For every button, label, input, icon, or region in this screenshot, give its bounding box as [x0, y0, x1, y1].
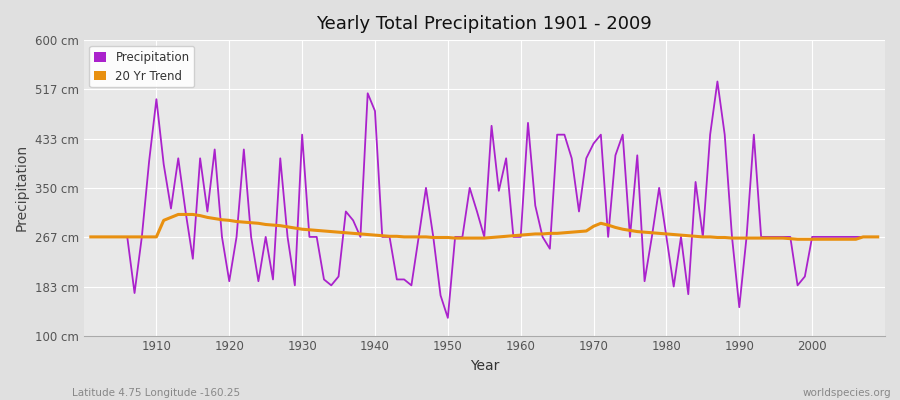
Precipitation: [86, 234, 96, 239]
Precipitation: [304, 234, 315, 239]
Line: 20 Yr Trend: 20 Yr Trend: [91, 214, 878, 239]
20 Yr Trend: [523, 232, 534, 237]
Precipitation: [610, 153, 621, 158]
20 Yr Trend: [516, 233, 526, 238]
20 Yr Trend: [355, 232, 365, 236]
20 Yr Trend: [173, 212, 184, 217]
Precipitation: [516, 234, 526, 239]
Precipitation: [712, 79, 723, 84]
Precipitation: [523, 120, 534, 125]
20 Yr Trend: [610, 225, 621, 230]
Line: Precipitation: Precipitation: [91, 82, 878, 318]
20 Yr Trend: [872, 234, 883, 239]
Text: worldspecies.org: worldspecies.org: [803, 388, 891, 398]
20 Yr Trend: [144, 234, 155, 239]
Precipitation: [144, 159, 155, 164]
X-axis label: Year: Year: [470, 359, 499, 373]
Legend: Precipitation, 20 Yr Trend: Precipitation, 20 Yr Trend: [89, 46, 194, 87]
Title: Yearly Total Precipitation 1901 - 2009: Yearly Total Precipitation 1901 - 2009: [317, 15, 652, 33]
Text: Latitude 4.75 Longitude -160.25: Latitude 4.75 Longitude -160.25: [72, 388, 240, 398]
20 Yr Trend: [86, 234, 96, 239]
Precipitation: [347, 218, 358, 223]
Precipitation: [443, 316, 454, 320]
20 Yr Trend: [311, 228, 322, 233]
Y-axis label: Precipitation: Precipitation: [15, 144, 29, 232]
20 Yr Trend: [792, 237, 803, 242]
Precipitation: [872, 234, 883, 239]
